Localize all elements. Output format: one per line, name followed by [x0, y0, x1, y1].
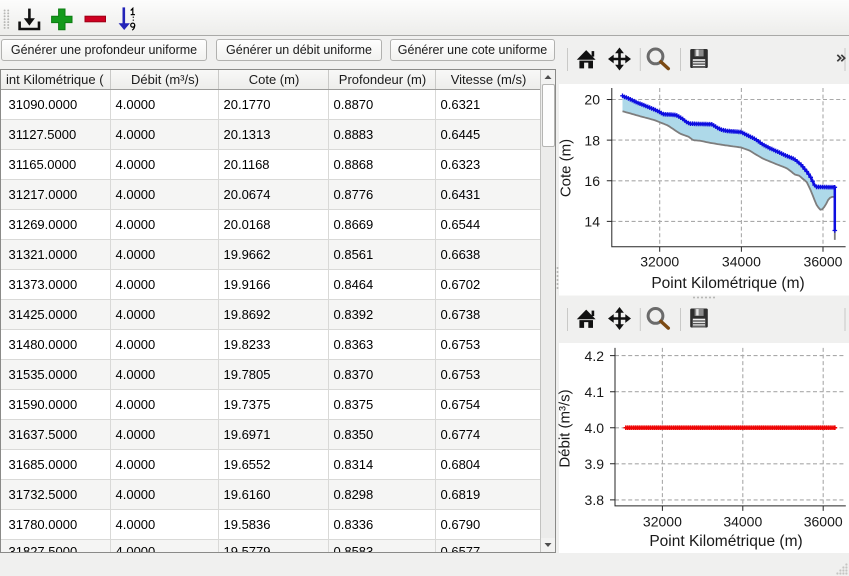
svg-text:32000: 32000 [643, 514, 682, 530]
svg-text:36000: 36000 [804, 514, 843, 530]
svg-text:Point Kilométrique (m): Point Kilométrique (m) [649, 533, 802, 550]
svg-text:Cote (m): Cote (m) [558, 139, 575, 197]
svg-text:16: 16 [584, 173, 600, 189]
svg-text:Débit (m³/s): Débit (m³/s) [557, 389, 574, 467]
svg-text:32000: 32000 [640, 254, 679, 270]
svg-text:4.2: 4.2 [585, 348, 605, 364]
svg-text:18: 18 [584, 132, 600, 148]
svg-text:34000: 34000 [722, 254, 761, 270]
svg-text:3.8: 3.8 [585, 492, 605, 508]
svg-text:14: 14 [584, 214, 600, 230]
svg-text:Point Kilométrique (m): Point Kilométrique (m) [651, 275, 804, 292]
svg-text:36000: 36000 [804, 254, 843, 270]
svg-text:34000: 34000 [723, 514, 762, 530]
svg-text:4.0: 4.0 [585, 420, 605, 436]
svg-text:3.9: 3.9 [585, 456, 605, 472]
svg-text:20: 20 [584, 92, 600, 108]
svg-text:4.1: 4.1 [585, 384, 605, 400]
